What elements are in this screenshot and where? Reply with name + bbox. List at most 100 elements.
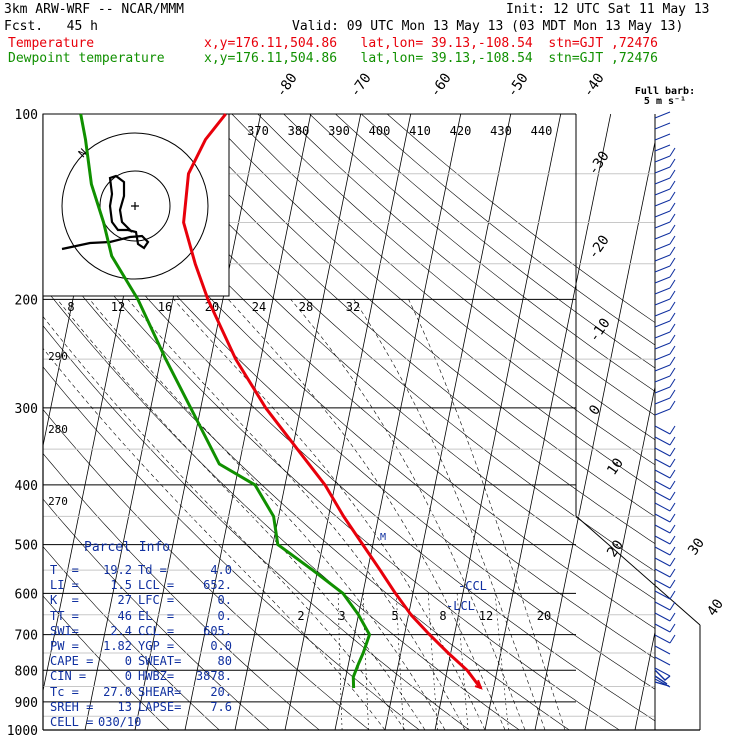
- pressure-tick-label: 800: [15, 664, 38, 679]
- parcel-label: LI =: [50, 578, 79, 593]
- wind-barb: [654, 612, 671, 622]
- parcel-value: 0.0: [210, 639, 232, 653]
- wind-barb: [654, 188, 671, 196]
- hodograph-center-mark: [131, 202, 139, 210]
- wind-barb: [654, 298, 671, 306]
- moist-adiabat-line: [353, 299, 546, 730]
- model-title: 3km ARW-WRF -- NCAR/MMM: [4, 2, 185, 17]
- parcel-label: CCL =: [138, 623, 175, 638]
- parcel-value: 0: [124, 654, 132, 669]
- isotherm-line: [0, 114, 11, 730]
- theta-e-label: 390: [328, 124, 350, 138]
- wind-barb-flag: [669, 491, 676, 501]
- wind-barb-flag: [669, 202, 676, 212]
- wind-barb: [654, 480, 671, 490]
- wind-barb: [654, 342, 671, 350]
- wind-barb-flag: [669, 502, 676, 512]
- wind-barb-flag: [669, 590, 676, 600]
- parcel-info-row: TT = 46 EL = 0.: [50, 609, 232, 623]
- parcel-label: YGP =: [138, 639, 175, 653]
- parcel-info-row: Tc = 27.0 SHEAR= 20.: [50, 685, 232, 699]
- wind-barb: [654, 111, 671, 119]
- parcel-value: 0.: [217, 593, 232, 608]
- hodograph-frame: [42, 113, 230, 297]
- speed-tick-label: 28: [299, 300, 313, 314]
- mixing-ratio-label: 5: [391, 609, 398, 623]
- wind-barb: [654, 447, 671, 457]
- temperature-tick-label: -10: [586, 315, 614, 345]
- parcel-info-row: CIN = 0 HWBZ= 3878.: [50, 669, 232, 683]
- theta-e-label: 380: [288, 124, 310, 138]
- wind-barb: [654, 535, 671, 545]
- mixing-ratio-label: 3: [338, 609, 345, 623]
- wind-barb-flag: [669, 425, 676, 435]
- speed-tick-label: 24: [252, 300, 266, 314]
- dry-adiabat-label: 290: [48, 350, 68, 363]
- wind-barb-flag: [669, 290, 676, 300]
- wind-barb: [654, 667, 671, 677]
- wind-barb-flag: [669, 469, 676, 479]
- parcel-label: K =: [50, 593, 79, 608]
- parcel-value: 4.0: [210, 563, 232, 577]
- wind-barb-flag: [669, 612, 676, 622]
- parcel-info-row: CELL = 030/10: [50, 715, 232, 729]
- parcel-value: 20.: [210, 684, 232, 699]
- mixing-ratio-line: [494, 593, 509, 730]
- parcel-value: 652.: [203, 578, 232, 593]
- parcel-label: TT =: [50, 608, 79, 623]
- parcel-info-title: Parcel Info: [84, 540, 171, 555]
- dry-adiabat-line: [309, 114, 655, 392]
- parcel-label: Tc =: [50, 684, 79, 699]
- wind-barb-flag: [669, 546, 676, 556]
- pressure-tick-label: 600: [15, 587, 38, 602]
- wind-barb-flag: [669, 268, 676, 278]
- temperature-legend: Temperature: [8, 36, 95, 51]
- mixing-ratio-label: 12: [479, 609, 493, 623]
- forecast-hour: Fcst. 45 h: [4, 19, 98, 34]
- parcel-value: 1.5: [110, 578, 132, 593]
- parcel-label: EL =: [138, 608, 175, 623]
- wind-barb: [654, 210, 671, 218]
- wind-barb: [654, 397, 671, 405]
- pressure-tick-label: 500: [15, 539, 38, 554]
- wind-barb: [654, 155, 671, 163]
- temperature-tick-label: -40: [580, 70, 608, 100]
- valid-time: Valid: 09 UTC Mon 13 May 13 (03 MDT Mon …: [292, 19, 684, 34]
- wind-barb-flag: [669, 345, 676, 355]
- parcel-label: Td =: [138, 563, 167, 577]
- parcel-label: SHEAR=: [138, 684, 182, 699]
- parcel-label: CIN =: [50, 669, 87, 684]
- hodograph-outer-ring: [61, 132, 209, 280]
- wind-barb-flag: [669, 180, 676, 190]
- wind-barb-flag: [669, 623, 676, 633]
- mixing-ratio-label: 8: [439, 609, 446, 623]
- dry-adiabat-line: [335, 114, 655, 369]
- speed-tick-label: 12: [111, 300, 125, 314]
- ccl-marker: -CCL: [458, 579, 487, 593]
- wind-barb: [654, 601, 671, 611]
- hodograph-trace: [61, 174, 150, 251]
- wind-barb-flag: [669, 158, 676, 168]
- isotherm-line: [284, 114, 412, 730]
- parcel-value: 1.82: [103, 639, 132, 653]
- moist-adiabat-line: [127, 299, 466, 730]
- dry-adiabat-label: 280: [48, 423, 68, 436]
- pressure-tick-label: 700: [15, 629, 38, 644]
- wind-barb: [654, 364, 671, 372]
- wind-barb: [654, 287, 671, 295]
- dewpoint-line: [79, 113, 371, 689]
- isotherm-line: [234, 114, 362, 730]
- wind-barb: [654, 276, 671, 284]
- isotherm-line: [534, 139, 655, 730]
- wind-barb: [654, 579, 671, 589]
- moist-adiabat-line: [290, 299, 526, 730]
- temperature-tick-label: 40: [704, 596, 727, 619]
- parcel-label: CAPE =: [50, 654, 94, 669]
- parcel-value: 27.0: [103, 684, 132, 699]
- isotherm-line: [584, 384, 655, 730]
- dry-adiabat-line: [231, 114, 655, 466]
- lcl-marker: -LCL: [446, 599, 475, 613]
- hodograph-inner-ring: [99, 170, 171, 242]
- dewpoint-location: x,y=176.11,504.86 lat,lon= 39.13,-108.54…: [204, 51, 658, 66]
- temperature-surface-marker: [474, 679, 483, 690]
